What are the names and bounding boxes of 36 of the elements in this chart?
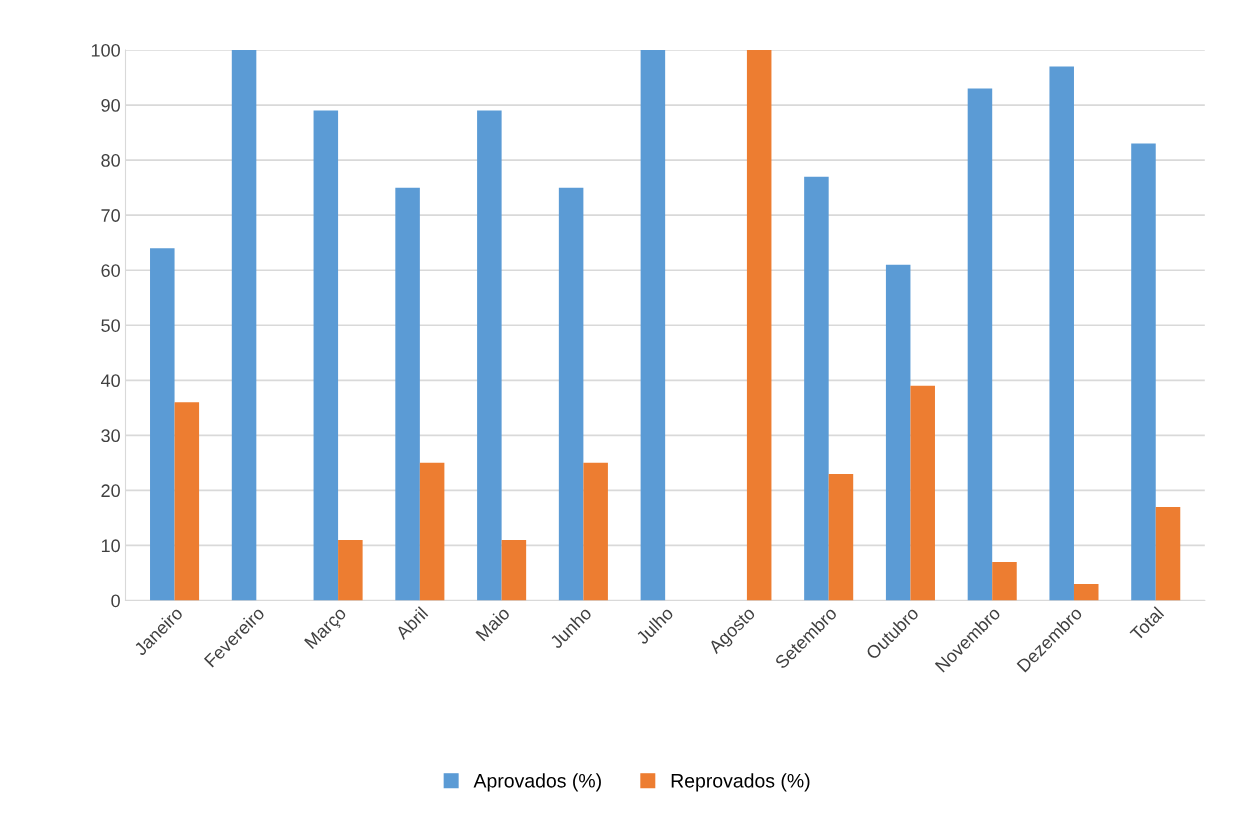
legend-label: Reprovados (%)	[671, 773, 810, 792]
y-tick-label: 90	[101, 99, 120, 112]
bar	[338, 539, 363, 601]
bar	[804, 176, 829, 601]
bar	[477, 110, 502, 601]
bar	[746, 50, 772, 601]
bar	[231, 50, 257, 601]
bar	[967, 88, 993, 601]
bar	[1073, 583, 1099, 601]
bar	[419, 462, 445, 601]
y-tick-label: 30	[101, 429, 120, 443]
bar	[150, 248, 175, 601]
y-tick-label: 70	[101, 209, 120, 222]
bar	[910, 385, 935, 601]
bar	[885, 264, 911, 601]
y-tick-label: 0	[111, 594, 120, 608]
y-tick-label: 80	[101, 154, 120, 167]
y-tick-label: 10	[101, 539, 120, 553]
bar	[583, 462, 608, 601]
bar	[992, 561, 1017, 601]
bar	[640, 50, 666, 601]
bar	[1155, 506, 1181, 601]
bar	[1131, 143, 1156, 601]
legend-label: Aprovados (%)	[473, 773, 601, 792]
bar	[395, 187, 420, 601]
bar	[1049, 66, 1074, 601]
bar	[501, 539, 527, 601]
y-tick-label: 40	[100, 374, 120, 388]
y-tick-label: 60	[101, 264, 120, 277]
bar	[313, 110, 339, 601]
bar	[558, 187, 584, 601]
y-tick-label: 50	[101, 319, 120, 332]
bar	[174, 402, 200, 601]
y-tick-label: 20	[101, 484, 120, 498]
y-tick-label: 100	[91, 43, 120, 57]
bar	[828, 473, 854, 601]
